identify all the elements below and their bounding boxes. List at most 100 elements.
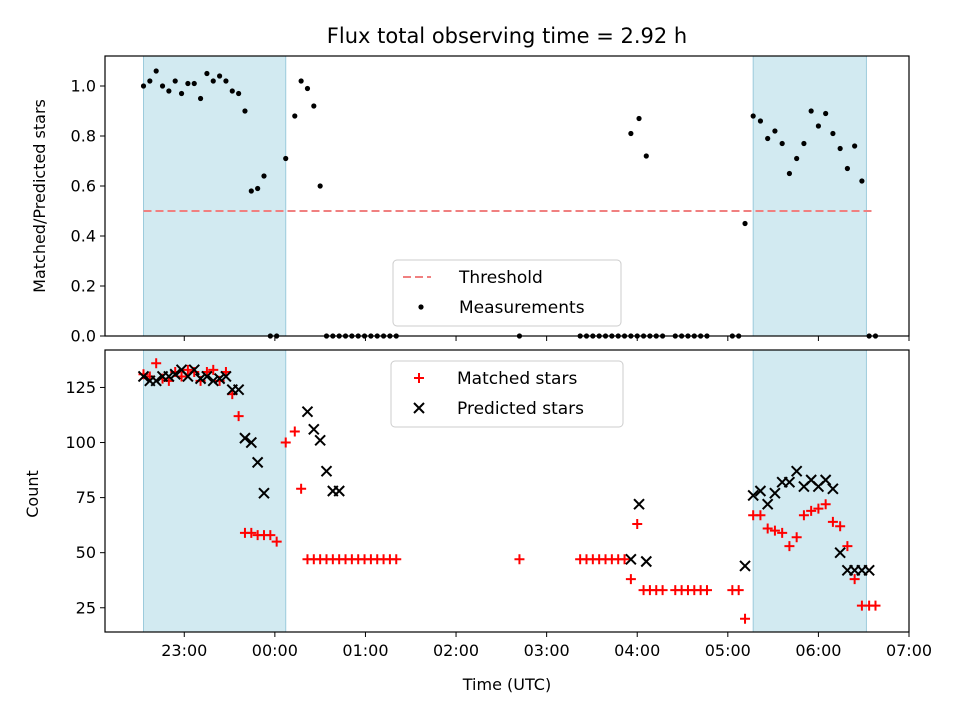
legend-label: Matched stars (457, 369, 577, 389)
predicted-star-point (258, 487, 270, 499)
axes-frame (104, 349, 910, 633)
predicted-star-point (251, 456, 264, 469)
x-tick-label: 06:00 (795, 641, 841, 660)
predicted-star-point (213, 372, 226, 385)
matched-star-point (791, 532, 802, 543)
predicted-star-point (333, 485, 345, 497)
measurement-point (223, 78, 229, 84)
matched-star-point (265, 530, 276, 541)
measurement-point (765, 135, 771, 142)
measurement-point (298, 78, 304, 84)
measurement-point (786, 170, 793, 177)
predicted-star-point (232, 383, 245, 396)
x-tick-label: 07:00 (886, 641, 932, 660)
y-tick-label: 0.6 (71, 177, 96, 196)
matched-star-point (777, 527, 788, 538)
predicted-star-point (790, 465, 803, 477)
legend-label: Predicted stars (457, 399, 584, 419)
predicted-star-point (739, 560, 751, 572)
y-tick-label: 100 (65, 433, 96, 452)
matched-star-point (246, 527, 257, 538)
predicted-star-point (640, 555, 652, 568)
predicted-star-point (301, 405, 314, 418)
measurement-point (311, 103, 317, 109)
matched-star-point (820, 499, 831, 510)
y-axis-label-ratio: Matched/Predicted stars (30, 99, 49, 293)
predicted-star-point (308, 423, 320, 436)
matched-star-point (619, 554, 630, 565)
matched-star-point (769, 525, 780, 536)
y-tick-label: 0.0 (71, 327, 96, 346)
matched-star-point (762, 523, 773, 534)
matched-star-point (632, 519, 643, 530)
matched-star-point (755, 510, 766, 521)
predicted-star-point (188, 364, 200, 376)
matched-star-point (182, 364, 193, 375)
measurement-point (210, 78, 216, 84)
x-tick-label: 23:00 (161, 641, 207, 660)
y-tick-label: 0.4 (71, 227, 96, 246)
measurement-point (197, 95, 204, 102)
measurement-point (801, 140, 807, 147)
measurement-point (292, 113, 298, 119)
matched-star-point (701, 585, 712, 596)
measurement-point (628, 130, 634, 137)
measurement-point (140, 83, 147, 89)
matched-star-point (271, 536, 282, 547)
y-tick-label: 25 (76, 598, 96, 617)
measurement-point (255, 185, 261, 192)
shaded-region-0 (143, 349, 287, 633)
measurement-point (750, 113, 756, 119)
predicted-star-point (834, 546, 846, 559)
measurement-point (178, 90, 185, 97)
measurement-point (823, 110, 829, 117)
matched-star-point (842, 541, 853, 552)
measurement-point (159, 83, 166, 89)
matched-star-point (849, 574, 860, 585)
matched-star-point (798, 510, 809, 521)
matched-star-point (233, 411, 244, 422)
legend-label: Threshold (458, 268, 543, 288)
predicted-star-point (220, 370, 232, 383)
measurement-point (808, 108, 814, 114)
shaded-region-0 (143, 55, 287, 337)
measurement-point (844, 165, 850, 172)
matched-star-point (733, 585, 744, 596)
predicted-star-point (633, 498, 645, 510)
x-tick-label: 04:00 (614, 641, 660, 660)
predicted-star-point (754, 485, 767, 497)
x-axis-label: Time (UTC) (462, 675, 551, 694)
predicted-star-point (169, 368, 181, 380)
measurement-point (815, 123, 822, 129)
chart-title: Flux total observing time = 2.92 h (327, 24, 687, 48)
measurement-point (229, 88, 235, 94)
measurement-point (248, 188, 254, 194)
matched-star-point (784, 541, 795, 552)
matched-star-point (208, 364, 219, 375)
y-tick-label: 125 (65, 378, 96, 397)
measurement-point (837, 145, 843, 152)
x-tick-label: 03:00 (524, 641, 570, 660)
measurement-point (772, 128, 778, 134)
predicted-star-point (137, 370, 150, 383)
x-tick-label: 01:00 (342, 641, 388, 660)
measurement-point (185, 80, 191, 87)
predicted-star-point (245, 436, 258, 449)
matched-star-point (514, 554, 525, 565)
predicted-star-point (863, 564, 875, 577)
predicted-star-point (827, 483, 839, 495)
predicted-star-point (239, 432, 251, 444)
measurement-point (779, 140, 785, 147)
measurement-point (172, 78, 178, 84)
matched-star-point (806, 505, 817, 516)
matched-star-point (835, 521, 846, 532)
shaded-region-1 (752, 55, 867, 337)
matched-star-point (391, 554, 402, 565)
matched-star-point (740, 613, 751, 624)
x-tick-label: 02:00 (433, 641, 479, 660)
legend-swatch-matched (414, 373, 424, 383)
shaded-region-1 (752, 349, 867, 633)
measurement-point (757, 118, 764, 124)
matched-star-point (870, 600, 881, 611)
measurement-point (204, 70, 210, 77)
